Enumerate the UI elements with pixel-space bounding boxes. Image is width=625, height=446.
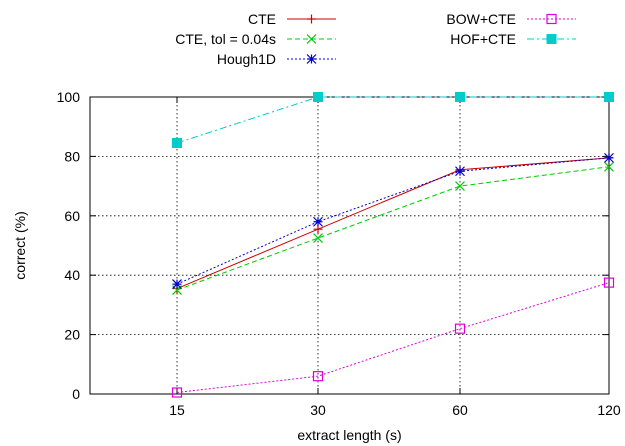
- y-axis-label: correct (%): [12, 211, 28, 279]
- x-axis-label: extract length (s): [297, 427, 401, 443]
- series-line: [176, 157, 610, 285]
- data-point: [313, 92, 323, 102]
- x-tick-label: 60: [452, 402, 468, 418]
- x-tick-label: 15: [169, 402, 185, 418]
- series-1: [172, 161, 614, 295]
- y-tick-label: 60: [64, 208, 80, 224]
- data-point: [454, 323, 466, 334]
- data-point: [171, 387, 183, 398]
- data-point: [604, 161, 614, 172]
- legend-label: BOW+CTE: [446, 11, 516, 27]
- grid-lines: [90, 97, 609, 394]
- legend-label: Hough1D: [217, 51, 276, 67]
- data-point: [604, 152, 614, 163]
- data-point: [172, 138, 182, 149]
- legend-marker: [306, 34, 317, 44]
- y-tick-label: 80: [64, 148, 80, 164]
- series-layer: [171, 92, 615, 398]
- data-point: [455, 181, 465, 192]
- legend-entry: Hough1D: [217, 51, 336, 67]
- data-point: [455, 166, 465, 177]
- series-line: [176, 96, 609, 144]
- data-point: [312, 371, 324, 382]
- data-point: [313, 233, 323, 243]
- series-line: [176, 282, 610, 394]
- series-3: [171, 277, 615, 398]
- legend-entry: BOW+CTE: [446, 11, 576, 27]
- legend-marker: [307, 14, 316, 24]
- plot-frame: [89, 96, 610, 395]
- legend-marker: [546, 34, 557, 44]
- axis-ticks: 0 20 40 60 80 100 15 30 60 120: [57, 89, 621, 418]
- data-point: [313, 216, 323, 227]
- y-tick-label: 20: [64, 327, 80, 343]
- series-line: [176, 166, 610, 291]
- data-point: [604, 92, 614, 102]
- legend-marker: [546, 13, 557, 25]
- x-tick-label: 30: [310, 402, 326, 418]
- legend-label: CTE, tol = 0.04s: [175, 31, 276, 47]
- y-tick-label: 40: [64, 267, 80, 283]
- legend: CTE CTE, tol = 0.04s Hough1D BOW+CTE HOF+CTE: [175, 11, 576, 67]
- legend-label: CTE: [248, 11, 276, 27]
- series-0: [172, 153, 614, 294]
- series-4: [172, 92, 614, 149]
- legend-entry: CTE: [248, 11, 336, 27]
- series-2: [172, 152, 614, 290]
- legend-entry: HOF+CTE: [450, 31, 576, 47]
- y-tick-label: 100: [57, 89, 81, 105]
- legend-label: HOF+CTE: [450, 31, 516, 47]
- data-point: [455, 92, 465, 102]
- x-tick-label: 120: [597, 402, 621, 418]
- data-point: [603, 277, 615, 288]
- legend-entry: CTE, tol = 0.04s: [175, 31, 336, 47]
- y-tick-label: 0: [72, 386, 80, 402]
- legend-marker: [306, 54, 317, 64]
- data-point: [172, 279, 182, 290]
- series-line: [176, 157, 610, 290]
